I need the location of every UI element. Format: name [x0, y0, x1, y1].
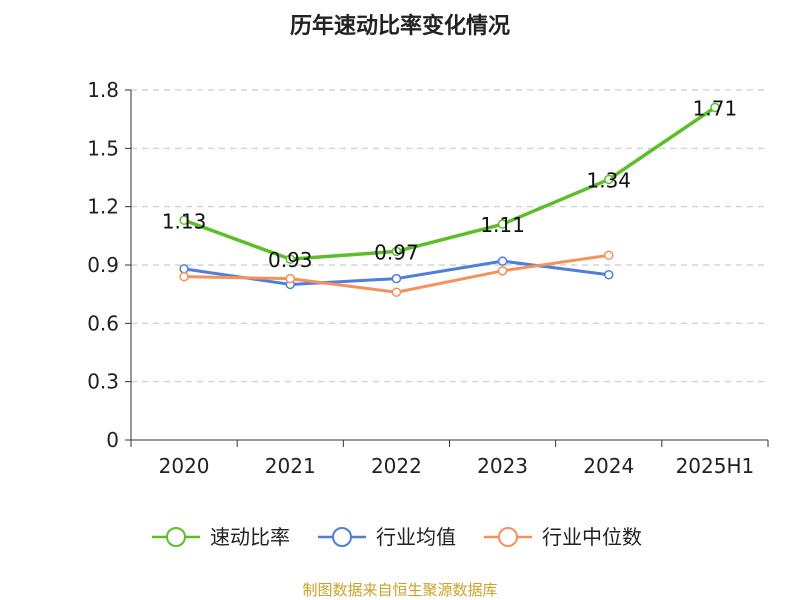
legend-label: 行业中位数 — [542, 525, 642, 549]
gridlines — [131, 89, 768, 383]
data-point — [710, 102, 720, 113]
data-label: 1.11 — [480, 213, 525, 237]
data-label: 0.97 — [374, 240, 419, 264]
data-point — [604, 269, 614, 280]
data-point — [391, 246, 402, 257]
y-tick-label: 1.2 — [87, 195, 119, 219]
data-point — [179, 215, 189, 226]
series-line — [183, 106, 716, 261]
x-tick-label: 2021 — [265, 454, 316, 478]
legend-label: 速动比率 — [210, 525, 290, 549]
x-tick-label: 2020 — [159, 454, 210, 478]
data-labels: 1.13 0.93 0.97 1.11 1.34 1.71 — [162, 97, 737, 273]
legend-item: 速动比率 — [152, 525, 290, 549]
data-point — [604, 250, 614, 261]
y-tick-label: 1.5 — [87, 136, 119, 160]
y-tick-label: 0.6 — [87, 311, 119, 335]
x-tick-label: 2023 — [477, 454, 528, 478]
legend-marker — [498, 527, 518, 547]
series-lines — [179, 102, 720, 297]
axes — [125, 89, 769, 447]
data-point — [285, 254, 295, 264]
source-note: 制图数据来自恒生聚源数据库 — [302, 581, 497, 599]
y-tick-label: 0.9 — [87, 253, 119, 277]
x-tick-label: 2025H1 — [676, 454, 755, 478]
legend-marker — [166, 527, 186, 547]
data-point — [391, 287, 402, 297]
data-point — [497, 219, 508, 229]
data-point — [285, 273, 295, 284]
x-tick-label: 2022 — [371, 454, 422, 478]
data-label: 1.71 — [693, 97, 738, 121]
data-point — [391, 273, 402, 284]
x-tick-label: 2024 — [583, 454, 634, 478]
data-point — [497, 256, 508, 266]
data-point — [604, 174, 614, 185]
legend: 速动比率 行业均值 行业中位数 — [152, 525, 642, 549]
chart-title: 历年速动比率变化情况 — [290, 13, 510, 39]
data-point — [179, 271, 189, 282]
legend-item: 行业中位数 — [484, 525, 642, 549]
data-label: 1.13 — [162, 209, 207, 233]
data-point — [179, 264, 189, 274]
legend-item: 行业均值 — [318, 525, 456, 549]
legend-label: 行业均值 — [376, 525, 456, 549]
tick-labels: 0 0.3 0.6 0.9 1.2 1.5 1.8 2020 2021 2022 2023 2024 2… — [87, 78, 754, 478]
data-label: 1.34 — [586, 168, 631, 192]
y-tick-label: 0.3 — [87, 370, 119, 394]
legend-marker — [332, 527, 352, 547]
y-tick-label: 1.8 — [87, 78, 119, 102]
data-label: 0.93 — [268, 248, 313, 272]
data-point — [497, 266, 508, 276]
y-tick-label: 0 — [106, 428, 119, 452]
